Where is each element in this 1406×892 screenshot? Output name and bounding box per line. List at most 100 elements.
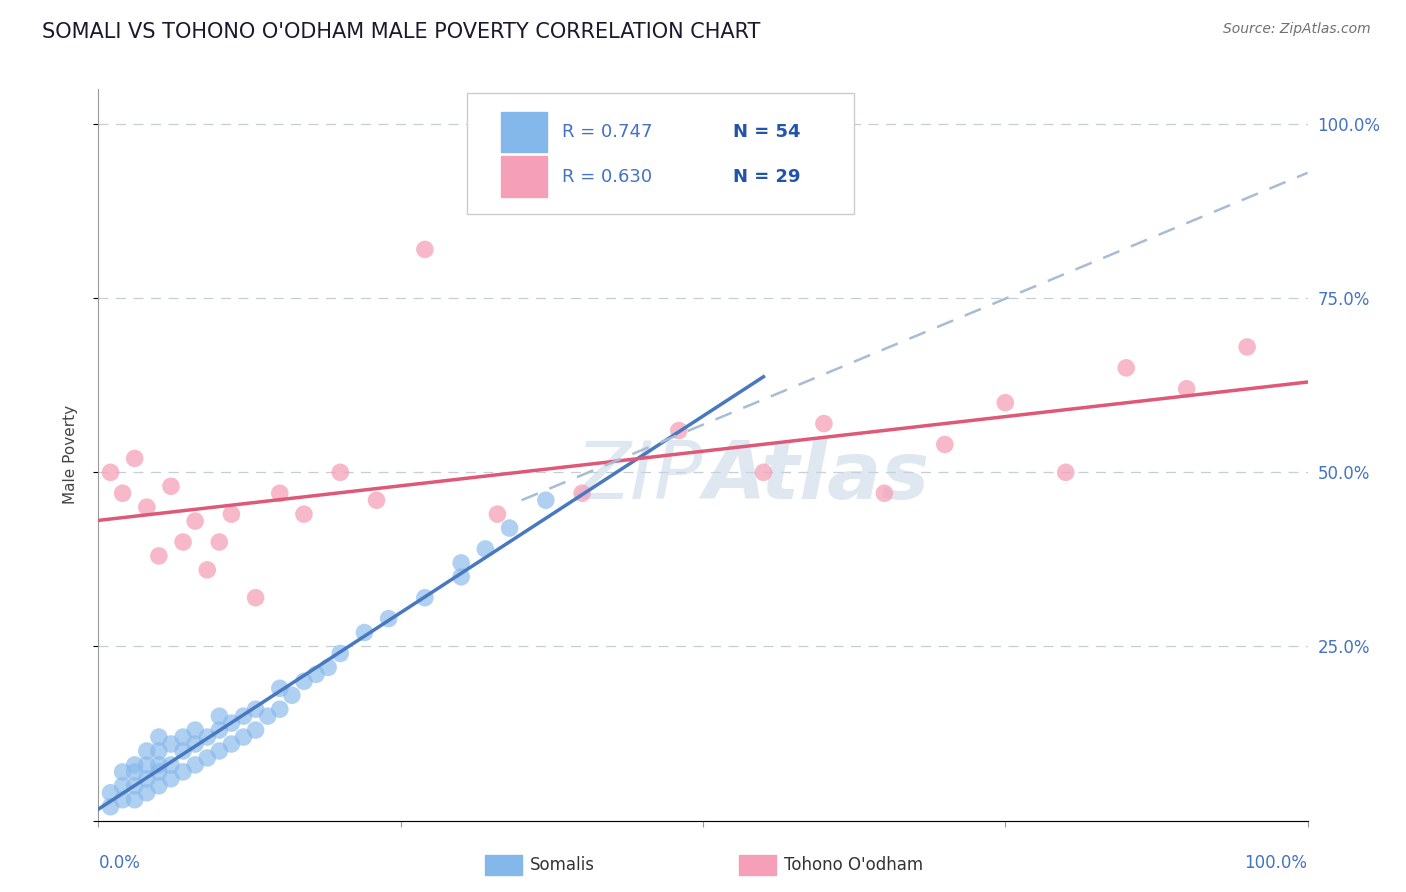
Point: [1175, 382, 1198, 396]
Point: [172, 764, 194, 779]
Point: [269, 681, 291, 696]
Y-axis label: Male Poverty: Male Poverty: [63, 405, 77, 505]
Point: [135, 786, 157, 800]
Point: [195, 751, 218, 765]
Point: [135, 758, 157, 772]
Point: [329, 466, 352, 480]
Bar: [740, 855, 776, 876]
Point: [873, 486, 896, 500]
Point: [195, 730, 218, 744]
Text: R = 0.630: R = 0.630: [561, 168, 651, 186]
Point: [208, 709, 231, 723]
Point: [221, 507, 243, 521]
Point: [148, 764, 170, 779]
Point: [135, 772, 157, 786]
Point: [934, 437, 956, 451]
Text: SOMALI VS TOHONO O'ODHAM MALE POVERTY CORRELATION CHART: SOMALI VS TOHONO O'ODHAM MALE POVERTY CO…: [42, 22, 761, 42]
Point: [172, 535, 194, 549]
Point: [111, 486, 134, 500]
Point: [135, 500, 157, 515]
Point: [571, 486, 593, 500]
Point: [172, 744, 194, 758]
Point: [148, 744, 170, 758]
Text: Tohono O'odham: Tohono O'odham: [785, 856, 924, 874]
Point: [292, 674, 315, 689]
Point: [148, 779, 170, 793]
Text: Source: ZipAtlas.com: Source: ZipAtlas.com: [1223, 22, 1371, 37]
Point: [160, 772, 183, 786]
Bar: [485, 855, 522, 876]
Point: [111, 779, 134, 793]
Point: [486, 507, 509, 521]
Point: [232, 709, 254, 723]
Point: [195, 563, 218, 577]
Point: [232, 730, 254, 744]
Point: [184, 758, 207, 772]
Point: [148, 730, 170, 744]
Point: [245, 702, 267, 716]
Point: [377, 612, 399, 626]
Text: 0.0%: 0.0%: [98, 854, 141, 871]
Point: [752, 466, 775, 480]
Point: [208, 723, 231, 737]
Point: [124, 758, 146, 772]
Point: [316, 660, 339, 674]
Point: [498, 521, 520, 535]
Point: [1054, 466, 1077, 480]
Point: [124, 793, 146, 807]
Point: [160, 737, 183, 751]
Point: [124, 779, 146, 793]
Text: Somalis: Somalis: [530, 856, 595, 874]
Point: [994, 395, 1017, 409]
Point: [366, 493, 388, 508]
Bar: [501, 112, 547, 153]
Point: [450, 570, 472, 584]
Point: [245, 591, 267, 605]
Point: [450, 556, 472, 570]
Point: [208, 744, 231, 758]
Point: [111, 793, 134, 807]
Point: [124, 451, 146, 466]
Point: [534, 493, 557, 508]
Point: [100, 799, 122, 814]
Point: [221, 737, 243, 751]
Text: N = 54: N = 54: [734, 123, 801, 141]
Point: [111, 764, 134, 779]
Text: R = 0.747: R = 0.747: [561, 123, 652, 141]
Bar: [501, 156, 547, 196]
Text: 100.0%: 100.0%: [1244, 854, 1308, 871]
Point: [269, 702, 291, 716]
Point: [1115, 360, 1137, 375]
Point: [413, 243, 436, 257]
Point: [148, 758, 170, 772]
Point: [184, 514, 207, 528]
Point: [184, 737, 207, 751]
Point: [292, 507, 315, 521]
Point: [172, 730, 194, 744]
Point: [1236, 340, 1258, 354]
Point: [353, 625, 375, 640]
Point: [160, 479, 183, 493]
Point: [305, 667, 328, 681]
Point: [668, 424, 690, 438]
Point: [813, 417, 835, 431]
Point: [245, 723, 267, 737]
FancyBboxPatch shape: [467, 93, 855, 213]
Point: [100, 786, 122, 800]
Point: [135, 744, 157, 758]
Point: [184, 723, 207, 737]
Point: [413, 591, 436, 605]
Point: [474, 541, 496, 556]
Point: [148, 549, 170, 563]
Point: [100, 466, 122, 480]
Text: Atlas: Atlas: [703, 438, 929, 516]
Point: [329, 647, 352, 661]
Point: [256, 709, 278, 723]
Point: [269, 486, 291, 500]
Text: N = 29: N = 29: [734, 168, 801, 186]
Text: ZIP: ZIP: [575, 438, 703, 516]
Point: [208, 535, 231, 549]
Point: [124, 764, 146, 779]
Point: [160, 758, 183, 772]
Point: [221, 716, 243, 731]
